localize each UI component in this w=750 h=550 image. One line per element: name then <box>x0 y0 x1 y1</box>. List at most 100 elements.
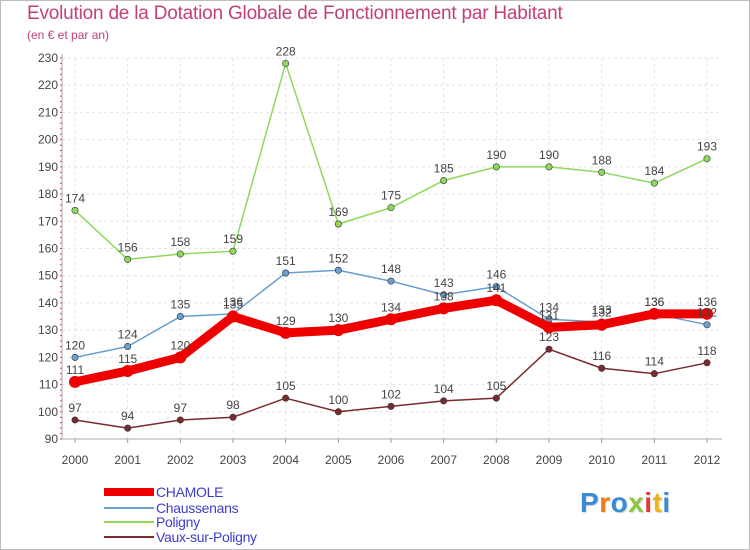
data-label-vaux-sur-poligny: 98 <box>226 398 240 412</box>
data-point-chaussenans <box>492 283 500 291</box>
y-tick-label: 90 <box>45 432 59 446</box>
data-point-chamole <box>332 324 345 337</box>
data-point-chamole <box>69 375 81 388</box>
data-label-vaux-sur-poligny: 102 <box>381 387 401 401</box>
data-label-chaussenans: 146 <box>486 268 506 282</box>
data-point-chaussenans <box>703 321 711 329</box>
data-label-vaux-sur-poligny: 105 <box>486 379 506 393</box>
data-label-chaussenans: 136 <box>644 295 664 309</box>
data-label-chaussenans: 134 <box>539 300 559 314</box>
logo-letter: x <box>628 487 645 518</box>
data-label-chamole: 135 <box>223 298 243 312</box>
data-label-poligny: 190 <box>539 148 559 162</box>
legend-label: Chaussenans <box>156 500 239 516</box>
data-point-vaux-sur-poligny <box>440 397 448 405</box>
data-label-poligny: 159 <box>223 232 243 246</box>
data-label-chamole: 138 <box>434 289 454 303</box>
data-point-poligny <box>229 247 237 255</box>
y-tick-label: 100 <box>38 405 58 419</box>
y-tick-label: 210 <box>38 105 58 119</box>
legend-item-vaux-sur-poligny: Vaux-sur-Poligny <box>104 529 257 545</box>
x-tick-label: 2008 <box>483 453 510 467</box>
legend-swatch-poligny <box>104 521 154 523</box>
legend-swatch-chaussenans <box>104 507 154 509</box>
proxiti-logo: Proxiti <box>580 487 671 519</box>
data-label-chamole: 111 <box>66 363 85 377</box>
legend-swatch-chamole <box>104 488 154 496</box>
data-label-vaux-sur-poligny: 114 <box>645 355 664 369</box>
x-tick-label: 2007 <box>430 453 457 467</box>
y-tick-label: 150 <box>38 269 58 283</box>
x-tick-label: 2009 <box>536 453 563 467</box>
data-label-vaux-sur-poligny: 94 <box>121 409 135 423</box>
data-label-poligny: 193 <box>697 140 717 154</box>
data-point-chaussenans <box>176 313 184 321</box>
data-label-chaussenans: 152 <box>328 251 348 265</box>
data-point-poligny <box>124 255 132 263</box>
series-poligny <box>71 59 711 263</box>
data-point-poligny <box>71 206 79 214</box>
data-point-vaux-sur-poligny <box>124 424 132 432</box>
data-label-poligny: 174 <box>65 191 85 205</box>
y-tick-label: 110 <box>39 378 58 392</box>
data-point-poligny <box>545 163 553 171</box>
data-point-chaussenans <box>71 353 79 361</box>
data-label-chamole: 131 <box>539 308 559 322</box>
data-point-poligny <box>703 155 711 163</box>
data-label-poligny: 185 <box>434 161 454 175</box>
x-tick-label: 2001 <box>114 453 141 467</box>
data-label-chamole: 120 <box>170 338 190 352</box>
data-label-chaussenans: 135 <box>170 298 190 312</box>
data-label-poligny: 169 <box>328 205 348 219</box>
data-label-chamole: 141 <box>486 281 506 295</box>
logo-letter: r <box>599 487 611 518</box>
logo-letter: i <box>644 487 653 518</box>
y-tick-label: 190 <box>38 160 58 174</box>
data-label-vaux-sur-poligny: 118 <box>697 344 716 358</box>
x-tick-label: 2004 <box>272 453 299 467</box>
legend-item-chamole: CHAMOLE <box>104 484 223 500</box>
data-point-vaux-sur-poligny <box>334 408 342 416</box>
y-tick-label: 130 <box>38 323 58 337</box>
data-label-chaussenans: 136 <box>223 295 243 309</box>
data-point-chaussenans <box>282 269 290 277</box>
data-label-chamole: 136 <box>644 295 664 309</box>
data-label-vaux-sur-poligny: 104 <box>434 382 454 396</box>
data-point-vaux-sur-poligny <box>71 416 79 424</box>
x-tick-label: 2005 <box>325 453 352 467</box>
logo-letter: i <box>662 487 671 518</box>
data-point-chaussenans <box>334 266 342 274</box>
data-point-chamole <box>543 321 555 334</box>
data-point-chamole <box>174 351 187 364</box>
y-tick-label: 160 <box>38 242 58 256</box>
data-point-chamole <box>595 318 608 331</box>
data-label-vaux-sur-poligny: 97 <box>68 401 82 415</box>
series-layer <box>69 59 713 432</box>
data-point-vaux-sur-poligny <box>282 394 290 402</box>
data-point-chamole <box>385 313 397 326</box>
data-label-chaussenans: 151 <box>276 254 296 268</box>
series-chamole <box>69 294 713 388</box>
grid-lines <box>62 57 722 440</box>
x-tick-label: 2000 <box>62 453 89 467</box>
data-point-vaux-sur-poligny <box>492 394 500 402</box>
x-tick-label: 2002 <box>167 453 194 467</box>
y-tick-label: 180 <box>38 187 58 201</box>
data-label-chamole: 130 <box>328 311 348 325</box>
data-label-poligny: 228 <box>276 44 296 58</box>
data-label-vaux-sur-poligny: 105 <box>276 379 296 393</box>
data-point-poligny <box>650 179 658 187</box>
data-label-chaussenans: 124 <box>118 327 138 341</box>
data-label-chamole: 132 <box>592 306 612 320</box>
legend-item-chaussenans: Chaussenans <box>104 500 239 516</box>
data-point-chamole <box>437 302 450 315</box>
data-point-poligny <box>492 163 500 171</box>
data-label-chaussenans: 143 <box>434 276 454 290</box>
data-point-vaux-sur-poligny <box>650 370 658 378</box>
data-point-chaussenans <box>387 277 395 285</box>
data-label-vaux-sur-poligny: 100 <box>328 393 348 407</box>
data-label-poligny: 190 <box>486 148 506 162</box>
data-label-poligny: 184 <box>644 164 664 178</box>
data-point-vaux-sur-poligny <box>598 364 606 372</box>
